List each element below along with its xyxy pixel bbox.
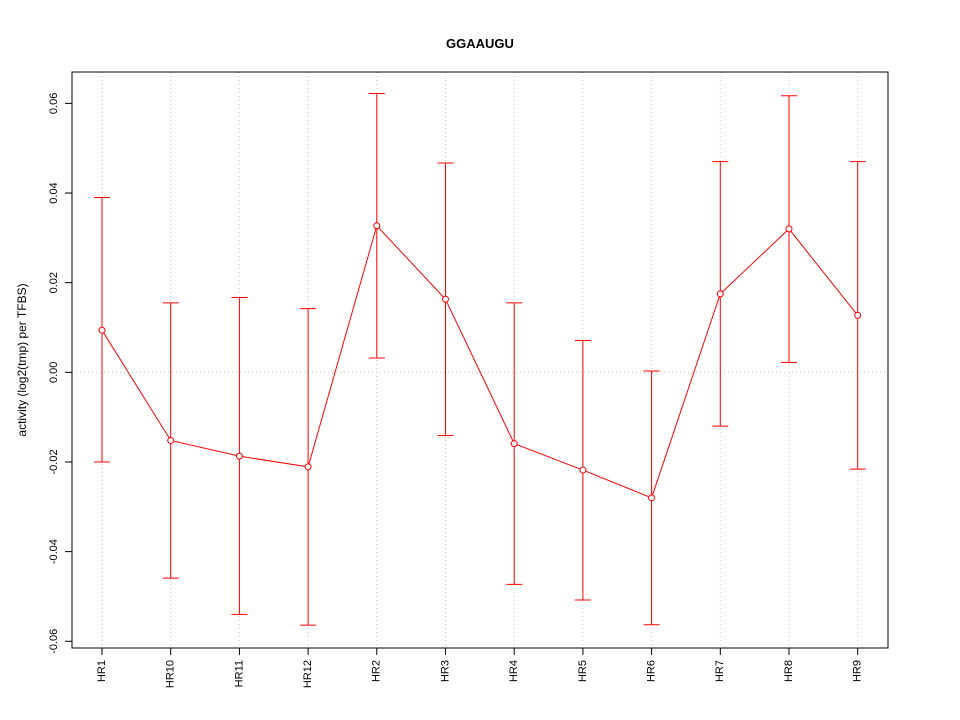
x-tick-label: HR5 [577,660,589,682]
y-axis-label: activity (log2(tmp) per TFBS) [15,283,29,436]
x-tick-label: HR10 [165,660,177,688]
x-tick-label: HR6 [646,660,658,682]
x-tick-label: HR2 [371,660,383,682]
chart-title: GGAAUGU [446,36,514,51]
data-point [304,463,312,471]
y-tick-label: -0.06 [48,629,60,654]
data-point [648,494,656,502]
y-tick-label: -0.04 [48,539,60,564]
axes: -0.06 -0.04 -0.02 0.00 0.02 0.04 0.06 HR1 HR10 HR… [48,93,864,688]
data-point [785,225,793,233]
data-point [854,311,862,319]
x-tick-label: HR11 [233,660,245,687]
x-tick-label: HR12 [302,660,314,688]
data-point [235,452,243,460]
y-tick-label: 0.04 [48,182,60,203]
data-point [167,436,175,444]
y-tick-label: -0.02 [48,449,60,474]
y-tick-label: 0.06 [48,93,60,114]
data-point [579,466,587,474]
data-point [510,440,518,448]
y-tick-label: 0.00 [48,362,60,383]
x-tick-label: HR3 [439,660,451,682]
x-tick-label: HR1 [96,660,108,682]
plot-frame [71,71,889,649]
x-tick-label: HR4 [508,660,520,682]
x-tick-label: HR9 [852,660,864,682]
series-group [94,93,866,626]
grid [72,72,888,648]
data-point [716,290,724,298]
x-tick-label: HR8 [783,660,795,682]
x-tick-label: HR7 [714,660,726,682]
y-tick-label: 0.02 [48,272,60,293]
data-point [373,222,381,230]
series-line [101,224,859,499]
data-point [442,295,449,303]
data-point [98,326,106,334]
